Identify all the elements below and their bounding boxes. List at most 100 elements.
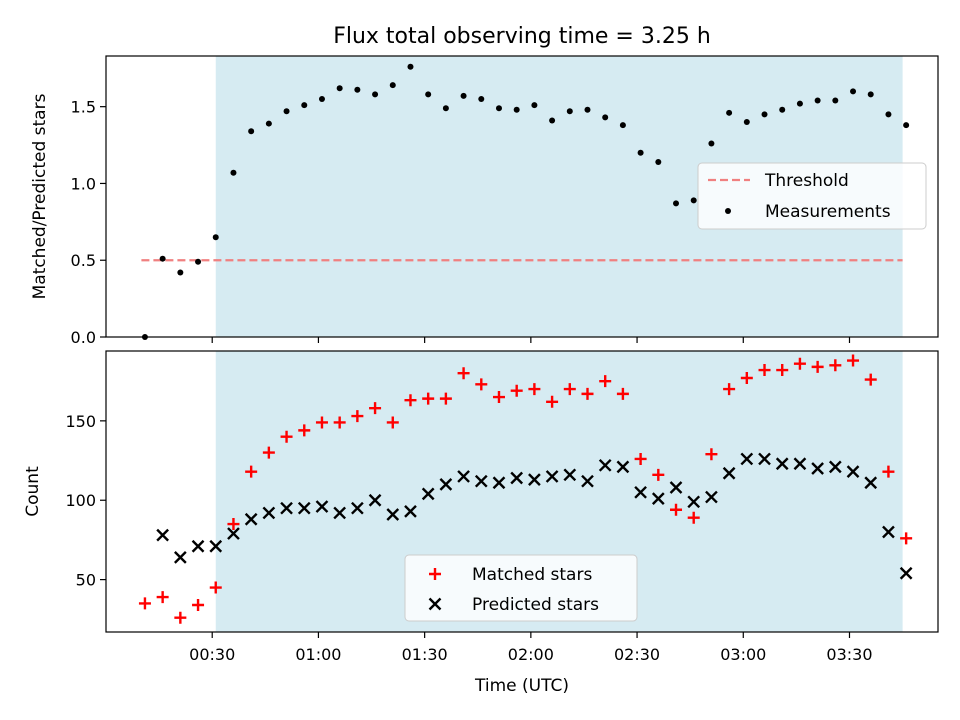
x-tick-label: 03:30: [826, 645, 872, 664]
y-tick-label: 100: [65, 491, 96, 510]
predicted-star-point: [758, 452, 771, 466]
measurement-point: [602, 114, 609, 121]
axes-frame: [105, 350, 939, 633]
matched-star-point: [209, 581, 222, 594]
x-axis-label: Time (UTC): [474, 676, 569, 696]
measurement-point: [885, 111, 892, 118]
predicted-star-point: [563, 468, 577, 482]
legend-threshold-label: Threshold: [764, 171, 849, 191]
matched-star-point: [245, 465, 258, 478]
predicted-star-point: [510, 471, 524, 485]
measurement-point: [407, 63, 414, 70]
predicted-star-point: [846, 465, 860, 479]
predicted-star-point: [669, 481, 683, 494]
matched-star-point: [262, 446, 275, 459]
legend-measurement-swatch: [725, 208, 731, 214]
matched-star-point: [227, 518, 240, 531]
predicted-star-point: [545, 470, 559, 483]
predicted-star-point: [404, 504, 417, 518]
predicted-star-point: [687, 495, 701, 509]
predicted-star-point: [882, 525, 895, 539]
predicted-star-point: [474, 474, 488, 488]
figure-title: Flux total observing time = 3.25 h: [333, 24, 711, 49]
predicted-star-point: [492, 476, 506, 490]
predicted-star-point: [333, 506, 347, 520]
matched-star-point: [351, 410, 364, 423]
x-tick-label: 03:00: [720, 645, 766, 664]
matched-star-point: [882, 465, 895, 478]
predicted-star-point: [244, 512, 258, 526]
measurement-point: [637, 149, 644, 156]
predicted-star-point: [722, 466, 736, 480]
matched-star-point: [386, 416, 399, 429]
measurement-point: [372, 91, 379, 98]
predicted-star-point: [634, 485, 647, 499]
predicted-star-point: [775, 457, 789, 471]
axes-frame: [105, 55, 939, 338]
predicted-star-point: [828, 460, 842, 474]
matched-star-point: [457, 367, 470, 380]
measurement-point: [318, 95, 325, 102]
matched-star-point: [847, 354, 860, 367]
x-tick-label: 02:00: [508, 645, 554, 664]
predicted-star-point: [457, 470, 470, 483]
legend-measurement-label: Measurements: [765, 202, 891, 222]
matched-star-point: [563, 383, 576, 396]
measurement-point: [230, 169, 237, 176]
matched-star-point: [829, 359, 842, 372]
predicted-star-point: [705, 490, 718, 504]
legend-box: [697, 162, 927, 230]
matched-star-point: [404, 394, 417, 407]
measurement-point: [177, 269, 184, 276]
predicted-star-point: [899, 566, 913, 580]
legend-predicted-label: Predicted stars: [472, 595, 599, 615]
matched-star-point: [492, 391, 505, 404]
y-tick-label: 0.0: [71, 328, 96, 347]
measurement-point: [850, 88, 857, 95]
measurement-point: [159, 255, 166, 262]
measurement-point: [283, 108, 290, 115]
matched-star-point: [670, 503, 683, 516]
matched-star-point: [192, 599, 205, 612]
predicted-star-point: [174, 551, 187, 564]
predicted-star-point: [616, 460, 630, 474]
matched-star-point: [422, 392, 435, 405]
x-tick-label: 02:30: [614, 645, 660, 664]
matched-star-point: [900, 532, 913, 545]
y-axis-label: Matched/Predicted stars: [30, 93, 50, 299]
x-tick-label: 01:00: [295, 645, 341, 664]
measurement-point: [478, 95, 485, 102]
matched-star-point: [475, 378, 488, 391]
measurement-point: [743, 119, 750, 126]
panel-counts: 50 100 150 00:30 01:00 01:30 02:00 02:30 03:00 03…: [23, 350, 939, 696]
measurement-point: [389, 82, 396, 89]
measurement-point: [354, 86, 361, 93]
matched-star-point: [439, 392, 452, 405]
y-tick-label: 150: [65, 412, 96, 431]
predicted-star-point: [528, 473, 541, 486]
legend-matched-swatch: [429, 568, 441, 580]
measurement-point: [248, 128, 255, 135]
matched-star-point: [652, 468, 665, 481]
predicted-star-point: [386, 508, 400, 521]
measurement-point: [301, 102, 308, 109]
predicted-star-point: [191, 539, 205, 553]
predicted-star-point: [368, 493, 382, 507]
matched-star-point: [528, 383, 541, 396]
measurement-point: [513, 106, 520, 113]
matched-star-point: [616, 387, 629, 400]
predicted-star-point: [297, 501, 311, 515]
x-tick-label: 01:30: [402, 645, 448, 664]
panel-ratio: 0.0 0.5 1.0 1.5 Matched/Predicted stars Thres…: [30, 55, 939, 347]
measurement-point: [690, 197, 697, 204]
matched-star-point: [333, 416, 346, 429]
matched-star-point: [546, 395, 559, 408]
measurement-point: [708, 140, 715, 147]
matched-star-point: [687, 511, 700, 524]
matched-star-point: [510, 384, 523, 397]
y-tick-label: 1.0: [71, 174, 96, 193]
measurement-point: [460, 92, 467, 99]
legend-box: [404, 554, 638, 622]
measurement-point: [442, 105, 449, 112]
